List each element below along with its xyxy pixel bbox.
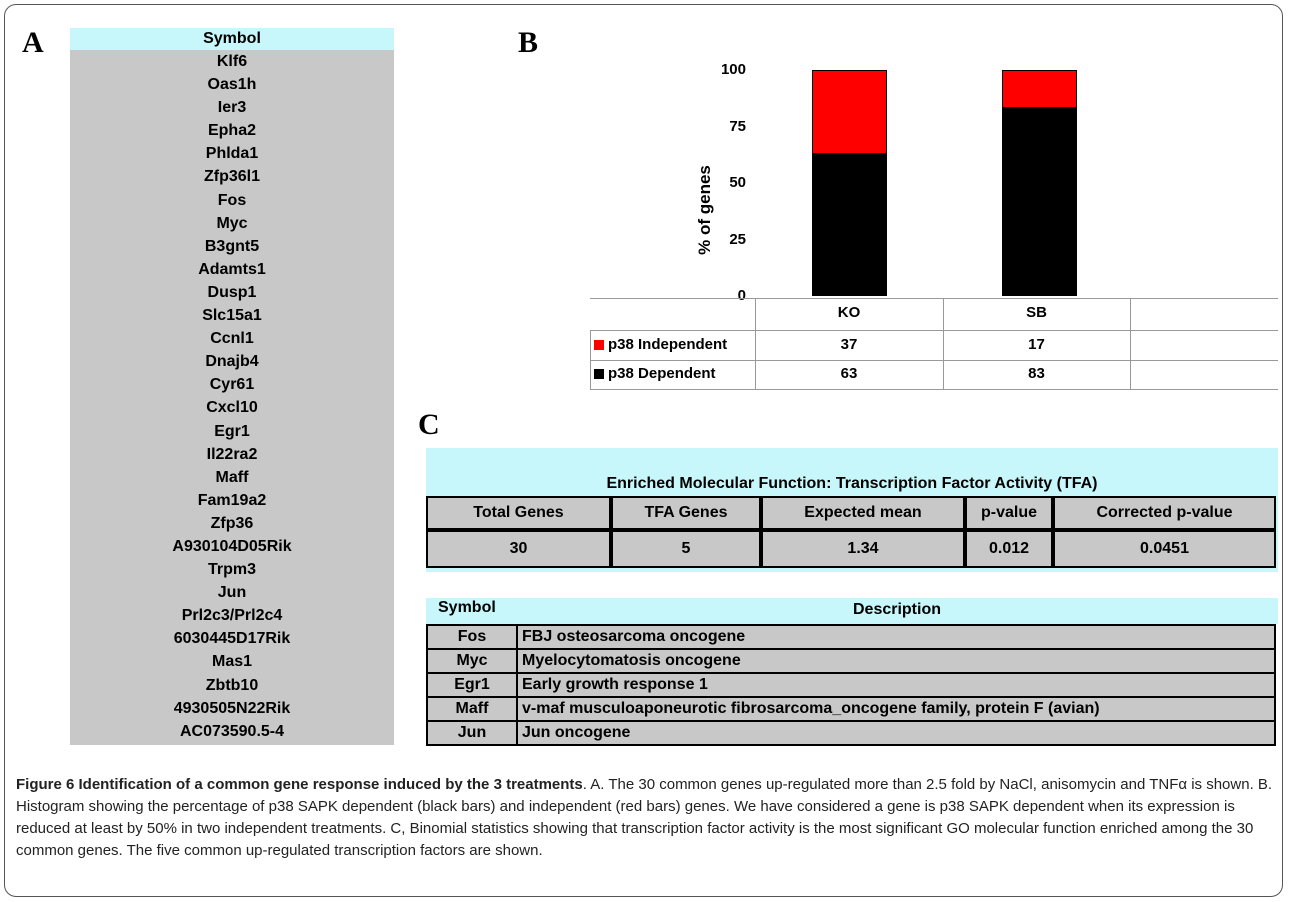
category-label-sb: SB	[1026, 304, 1047, 321]
tfa-row-symbol: Myc	[426, 648, 518, 674]
panel-label-b: B	[518, 26, 539, 59]
gene-list-item: Trpm3	[207, 561, 256, 579]
gene-list-item: Adamts1	[198, 260, 266, 278]
gene-list-item: Zfp36	[210, 514, 254, 532]
gene-list-item: B3gnt5	[204, 237, 260, 255]
gene-list-header: Symbol	[70, 28, 394, 50]
gene-list-item: Oas1h	[207, 76, 257, 94]
gene-list-item: Ier3	[217, 99, 247, 117]
chart-data-table: KO SB p38 Independent 37 17 p38 Dependen…	[590, 298, 1278, 390]
description-header-background	[426, 598, 1278, 624]
tfa-value-tfa: 5	[611, 530, 761, 568]
table-rule	[755, 298, 756, 390]
tfa-header-pvalue: p-value	[965, 496, 1053, 530]
tfa-row-symbol: Fos	[426, 624, 518, 650]
gene-list-item: Klf6	[216, 53, 248, 70]
value-independent-sb: 17	[1028, 336, 1045, 353]
y-tick-label: 100	[720, 61, 746, 78]
gene-list-item: Prl2c3/Prl2c4	[181, 607, 283, 625]
legend-label: p38 Dependent	[608, 365, 716, 382]
tfa-row-symbol: Egr1	[426, 672, 518, 698]
bar-sb-dependent	[1002, 108, 1077, 296]
tfa-row-description: Jun oncogene	[516, 720, 1276, 746]
tfa-row-symbol: Maff	[426, 696, 518, 722]
tfa-header-tfa: TFA Genes	[611, 496, 761, 530]
gene-list-item: Cxcl10	[206, 399, 258, 417]
table-rule	[590, 360, 1278, 361]
y-tick-label: 0	[737, 287, 746, 304]
tfa-header-expected: Expected mean	[761, 496, 965, 530]
tfa-value-corrected: 0.0451	[1053, 530, 1276, 568]
y-tick-label: 75	[729, 117, 746, 135]
description-header: Description	[852, 601, 941, 618]
bar-ko-dependent	[812, 153, 887, 296]
value-dependent-sb: 83	[1028, 365, 1045, 382]
tfa-row-description: FBJ osteosarcoma oncogene	[516, 624, 1276, 650]
gene-list-table: Symbol Klf6 Oas1h Ier3 Epha2 Phlda1 Zfp36l1 Fo…	[70, 28, 394, 745]
gene-list-item: Epha2	[207, 122, 256, 140]
gene-list-item: Myc	[216, 214, 248, 232]
legend-swatch-black	[594, 369, 604, 380]
tfa-title: Enriched Molecular Function: Transcripti…	[606, 475, 1098, 492]
gene-list-item: Mas1	[211, 653, 253, 671]
tfa-header-corrected: Corrected p-value	[1053, 496, 1276, 530]
legend-label: p38 Independent	[608, 336, 728, 353]
gene-list-item: Slc15a1	[202, 307, 262, 325]
table-rule	[943, 298, 944, 390]
gene-list-item: AC073590.5-4	[179, 722, 285, 740]
category-label-ko: KO	[837, 304, 861, 321]
y-tick-label: 50	[729, 174, 746, 191]
panel-label-c: C	[418, 408, 440, 441]
gene-list-item: Zfp36l1	[203, 168, 260, 186]
gene-list-item: Egr1	[214, 422, 250, 440]
tfa-value-pvalue: 0.012	[965, 530, 1053, 568]
table-rule	[590, 389, 1278, 390]
gene-list-item: Phlda1	[205, 145, 259, 163]
gene-list-item: Zbtb10	[205, 676, 259, 694]
symbol-header: Symbol	[438, 599, 496, 616]
panel-label-a: A	[22, 26, 44, 59]
value-dependent-ko: 63	[840, 365, 858, 382]
gene-list-item: Dnajb4	[205, 353, 259, 371]
value-independent-ko: 37	[840, 336, 858, 353]
tfa-value-total: 30	[426, 530, 611, 568]
gene-list-item: Dusp1	[207, 283, 257, 301]
gene-list-item: Cyr61	[209, 376, 255, 394]
gene-list-item: Ccnl1	[210, 330, 254, 348]
table-rule	[590, 330, 591, 390]
bar-ko-independent	[812, 70, 887, 154]
tfa-row-description: Early growth response 1	[516, 672, 1276, 698]
tfa-row-description: v-maf musculoaponeurotic fibrosarcoma_on…	[516, 696, 1276, 722]
legend-swatch-red	[594, 340, 604, 351]
tfa-row-description: Myelocytomatosis oncogene	[516, 648, 1276, 674]
caption-text: . A. The 30 common genes up-regulated mo…	[16, 776, 1273, 859]
gene-list-item: Fos	[217, 191, 247, 209]
table-rule	[590, 298, 1278, 299]
caption-title: Figure 6 Identification of a common gene…	[16, 776, 583, 793]
table-rule	[1130, 298, 1131, 390]
figure-frame	[4, 4, 1283, 897]
gene-list-item: Maff	[215, 468, 249, 486]
figure-caption: Figure 6 Identification of a common gene…	[16, 774, 1276, 862]
legend-independent: p38 Independent	[594, 336, 754, 353]
gene-list-item: Fam19a2	[197, 491, 267, 509]
gene-list-item: Il22ra2	[206, 445, 258, 463]
bar-sb-independent	[1002, 70, 1077, 109]
gene-list-item: Jun	[217, 584, 247, 602]
gene-list-item: 6030445D17Rik	[173, 630, 291, 648]
y-tick-label: 25	[729, 230, 746, 248]
legend-dependent: p38 Dependent	[594, 365, 754, 382]
gene-list-body: Klf6 Oas1h Ier3 Epha2 Phlda1 Zfp36l1 Fos Myc B3g…	[70, 50, 394, 745]
tfa-row-symbol: Jun	[426, 720, 518, 746]
tfa-value-expected: 1.34	[761, 530, 965, 568]
gene-list-item: A930104D05Rik	[172, 537, 292, 555]
gene-list-item: 4930505N22Rik	[173, 699, 291, 717]
tfa-header-total: Total Genes	[426, 496, 611, 530]
table-rule	[590, 330, 1278, 331]
